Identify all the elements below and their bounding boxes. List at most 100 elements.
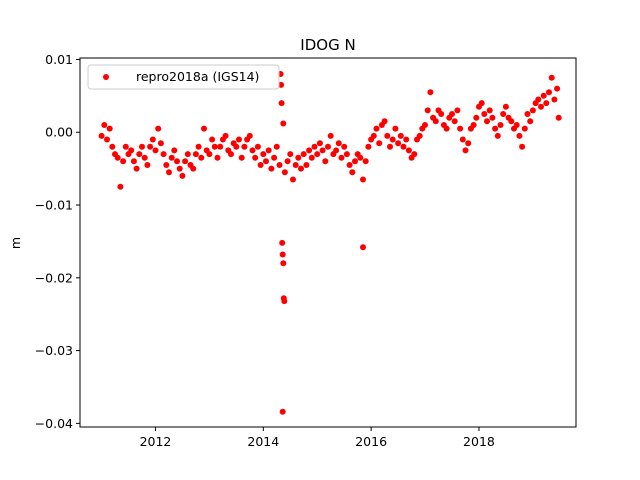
- data-point: [139, 143, 145, 150]
- data-point: [117, 183, 124, 190]
- data-point: [211, 143, 218, 150]
- data-point: [538, 103, 544, 110]
- data-point: [546, 89, 552, 96]
- data-point: [254, 143, 261, 150]
- data-point: [195, 143, 202, 150]
- series-points: [98, 71, 562, 415]
- data-point: [184, 151, 191, 158]
- data-point: [128, 147, 135, 154]
- data-point: [174, 158, 180, 165]
- data-point: [508, 118, 515, 125]
- data-point: [470, 122, 477, 128]
- data-point: [381, 118, 388, 125]
- data-point: [384, 132, 391, 139]
- x-tick-label: 2018: [463, 434, 495, 449]
- data-point: [246, 132, 253, 139]
- data-point: [494, 132, 501, 139]
- data-point: [278, 81, 285, 88]
- data-point: [543, 100, 550, 107]
- data-point: [217, 143, 224, 150]
- data-point: [104, 136, 110, 143]
- data-point: [524, 111, 531, 117]
- x-tick-label: 2016: [355, 434, 387, 449]
- data-point: [540, 92, 547, 99]
- data-point: [316, 140, 323, 147]
- data-point: [241, 143, 248, 150]
- data-point: [122, 143, 129, 150]
- data-point: [314, 151, 321, 158]
- data-point: [290, 176, 296, 183]
- data-point: [462, 147, 469, 154]
- data-point: [484, 118, 490, 125]
- data-point: [300, 151, 307, 158]
- y-axis-label: m: [8, 237, 23, 249]
- data-point: [252, 154, 259, 161]
- data-point: [333, 147, 340, 154]
- y-tick-label: −0.03: [35, 343, 73, 358]
- legend: repro2018a (IGS14): [87, 64, 280, 90]
- data-point: [279, 239, 286, 246]
- legend-marker: [103, 74, 109, 80]
- data-point: [292, 162, 299, 168]
- data-point: [260, 151, 267, 158]
- y-tick-label: −0.02: [35, 270, 73, 285]
- data-point: [555, 114, 562, 121]
- data-point: [281, 169, 288, 176]
- data-point: [201, 125, 207, 132]
- data-point: [308, 154, 315, 161]
- data-point: [454, 107, 461, 114]
- data-point: [360, 244, 366, 251]
- data-point: [424, 107, 431, 114]
- legend-label: repro2018a (IGS14): [136, 69, 259, 84]
- x-tick-label: 2012: [140, 434, 172, 449]
- data-point: [397, 132, 404, 139]
- y-tick-label: −0.01: [35, 198, 73, 213]
- data-point: [233, 143, 240, 150]
- data-point: [273, 143, 280, 150]
- data-point: [278, 100, 285, 107]
- data-point: [459, 136, 466, 143]
- data-point: [502, 103, 509, 110]
- data-point: [465, 140, 472, 147]
- data-point: [198, 154, 205, 161]
- data-point: [152, 147, 159, 154]
- data-point: [157, 140, 164, 147]
- data-point: [481, 111, 488, 117]
- data-point: [144, 162, 151, 168]
- data-point: [268, 165, 275, 172]
- data-point: [311, 143, 318, 150]
- data-point: [411, 151, 418, 158]
- data-point: [222, 132, 229, 139]
- data-point: [136, 151, 143, 158]
- data-point: [551, 96, 558, 103]
- data-point: [457, 125, 464, 132]
- data-point: [263, 158, 269, 165]
- data-point: [395, 140, 402, 147]
- data-point: [400, 143, 407, 150]
- data-point: [166, 169, 172, 176]
- y-tick-label: 0.01: [45, 52, 73, 67]
- data-point: [338, 154, 345, 161]
- data-point: [306, 147, 313, 154]
- data-point: [303, 162, 310, 168]
- data-point: [280, 260, 287, 267]
- data-point: [438, 111, 445, 117]
- data-point: [349, 169, 356, 176]
- data-point: [192, 151, 199, 158]
- data-point: [295, 154, 302, 161]
- data-point: [325, 143, 331, 150]
- data-point: [265, 147, 272, 154]
- data-point: [443, 125, 450, 132]
- data-point: [168, 154, 175, 161]
- data-point: [365, 143, 372, 150]
- data-point: [500, 111, 507, 117]
- data-point: [327, 132, 334, 139]
- data-point: [141, 154, 148, 161]
- chart-title: IDOG N: [300, 36, 355, 54]
- data-point: [376, 140, 383, 147]
- data-point: [529, 107, 536, 114]
- data-point: [422, 122, 428, 128]
- data-point: [279, 251, 286, 258]
- data-point: [109, 143, 116, 150]
